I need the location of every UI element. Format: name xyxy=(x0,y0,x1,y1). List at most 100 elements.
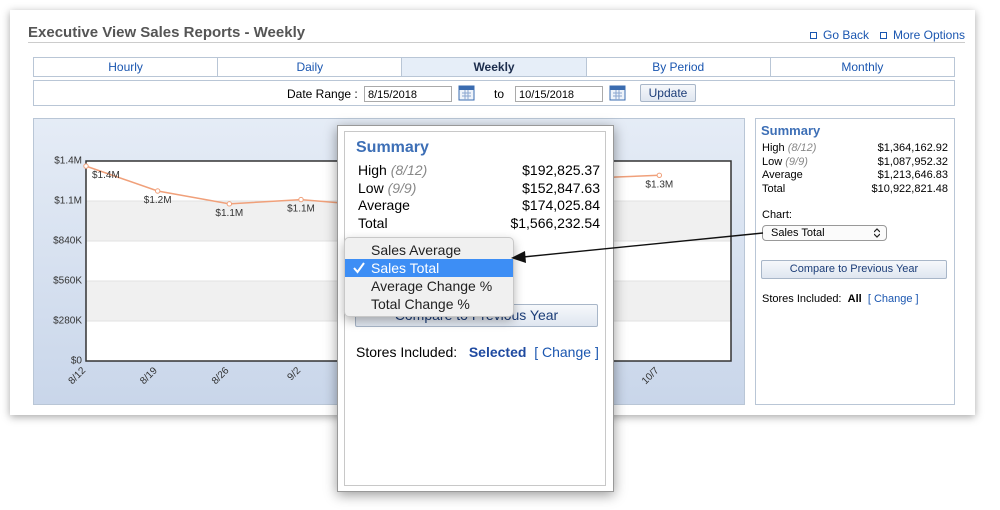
calendar-icon[interactable] xyxy=(609,85,626,101)
tab[interactable]: Daily xyxy=(218,58,403,76)
y-tick-label: $840K xyxy=(53,236,82,247)
x-tick-label: 8/12 xyxy=(67,365,89,387)
x-tick-label: 8/26 xyxy=(210,365,232,387)
row-label-group: High (8/12) xyxy=(762,142,816,156)
x-tick-label: 10/7 xyxy=(640,365,662,387)
compare-button[interactable]: Compare to Previous Year xyxy=(761,260,947,279)
stores-value: Selected xyxy=(468,344,527,360)
go-back-link[interactable]: Go Back xyxy=(810,28,869,42)
side-summary: Summary High (8/12) $1,364,162.92 Low (9/9… xyxy=(755,118,955,405)
row-value: $1,087,952.32 xyxy=(877,155,948,168)
row-value: $152,847.63 xyxy=(522,179,600,196)
bracket: ] xyxy=(915,293,919,305)
row-label: Average xyxy=(358,197,410,213)
row-value: $10,922,821.48 xyxy=(871,182,948,195)
row-note: (8/12) xyxy=(787,142,817,154)
row-label-group: Total xyxy=(762,183,785,197)
bracket: [ xyxy=(867,293,871,305)
start-date-input[interactable]: 8/15/2018 xyxy=(364,86,452,102)
summary-row: Average $174,025.84 xyxy=(358,197,600,215)
link-text[interactable]: More Options xyxy=(893,28,966,42)
row-label-group: High (8/12) xyxy=(358,162,427,180)
data-label: $1.4M xyxy=(92,170,120,181)
stores-value: All xyxy=(847,293,862,305)
popup-rows: High (8/12) $192,825.37 Low (9/9) $152,847.… xyxy=(358,162,600,232)
date-range-label: Date Range : xyxy=(287,87,358,101)
row-label-group: Low (9/9) xyxy=(762,156,808,170)
change-link[interactable]: Change xyxy=(873,293,913,305)
link-icon xyxy=(880,31,887,39)
row-value: $192,825.37 xyxy=(522,162,600,178)
change-link[interactable]: Change xyxy=(542,344,592,360)
row-label-group: Average xyxy=(762,169,803,183)
y-tick-label: $1.4M xyxy=(54,156,82,167)
row-label: High xyxy=(358,162,387,178)
side-title: Summary xyxy=(761,123,821,138)
summary-row: Total $1,566,232.54 xyxy=(358,215,600,233)
title-rule xyxy=(28,42,965,43)
chart-label: Chart: xyxy=(762,209,792,221)
tab[interactable]: Hourly xyxy=(34,58,219,76)
data-label: $1.1M xyxy=(287,204,315,215)
row-label: Average xyxy=(762,169,803,181)
tab[interactable]: Monthly xyxy=(841,60,884,74)
tab[interactable]: By Period xyxy=(587,58,771,76)
checkmark xyxy=(353,262,365,274)
row-note: (9/9) xyxy=(785,155,808,168)
side-rows: High (8/12) $1,364,162.92 Low (9/9) $1,087,… xyxy=(762,142,948,196)
y-tick-label: $0 xyxy=(71,356,83,367)
to-label: to xyxy=(494,87,505,101)
data-label: $1.3M xyxy=(645,179,673,190)
tab[interactable]: Weekly xyxy=(402,58,587,76)
update-button[interactable]: Update xyxy=(640,84,696,102)
bracket: ] xyxy=(594,344,599,360)
row-label: Low xyxy=(762,155,783,168)
row-label: Total xyxy=(358,214,388,231)
y-tick-label: $280K xyxy=(53,316,82,327)
row-note: (8/12) xyxy=(390,162,428,178)
menu-option[interactable]: Sales Total xyxy=(345,259,513,277)
calendar-icon[interactable] xyxy=(458,85,475,101)
stores-line: Stores Included: All [ Change ] xyxy=(762,293,919,305)
row-value: $1,364,162.92 xyxy=(877,142,948,154)
data-point xyxy=(298,196,304,203)
link-icon xyxy=(810,31,817,39)
data-point xyxy=(83,163,89,169)
chart-select[interactable]: Sales Total xyxy=(762,225,887,241)
end-date-input[interactable]: 10/15/2018 xyxy=(515,86,603,102)
popup-title: Summary xyxy=(356,139,429,156)
callout-arrow xyxy=(511,232,764,263)
y-tick-label: $1.1M xyxy=(54,196,82,207)
data-label: $1.2M xyxy=(144,195,172,206)
row-label-group: Low (9/9) xyxy=(358,180,416,198)
checkmark-path xyxy=(353,262,365,274)
row-label: Total xyxy=(762,182,786,195)
date-range-bar: Date Range : 8/15/2018 to 10/15/2018 Upd… xyxy=(33,80,955,106)
summary-row: High (8/12) $1,364,162.92 xyxy=(762,142,948,156)
menu-option[interactable]: Total Change % xyxy=(371,296,470,312)
x-tick-label: 8/19 xyxy=(138,365,160,387)
tab-bar: Hourly Daily Weekly By Period Monthly xyxy=(33,57,955,77)
summary-row: Low (9/9) $1,087,952.32 xyxy=(762,156,948,170)
row-note: (9/9) xyxy=(387,179,417,196)
select-text[interactable]: Sales Total xyxy=(771,227,825,239)
data-point xyxy=(154,188,161,194)
summary-row: Total $10,922,821.48 xyxy=(762,183,948,197)
row-value: $1,213,646.83 xyxy=(877,169,948,181)
data-label: $1.1M xyxy=(215,208,243,219)
more-options-link[interactable]: More Options xyxy=(880,28,965,42)
menu-option[interactable]: Average Change % xyxy=(371,278,493,294)
stores-line: Stores Included: Selected [ Change ] xyxy=(356,344,599,360)
bracket: [ xyxy=(534,344,539,360)
summary-row: Average $1,213,646.83 xyxy=(762,169,948,183)
menu-option[interactable]: Sales Average xyxy=(371,242,462,258)
summary-row: Low (9/9) $152,847.63 xyxy=(358,180,600,198)
link-text[interactable]: Go Back xyxy=(823,28,870,42)
x-tick-label: 9/2 xyxy=(286,365,304,383)
row-label: Low xyxy=(358,179,384,196)
chart-type-menu: Sales Average Sales Total Average Change %… xyxy=(344,237,514,317)
summary-row: High (8/12) $192,825.37 xyxy=(358,162,600,180)
row-value: $174,025.84 xyxy=(522,197,600,213)
select-arrows xyxy=(874,228,880,238)
stores-label: Stores Included: xyxy=(762,293,842,305)
